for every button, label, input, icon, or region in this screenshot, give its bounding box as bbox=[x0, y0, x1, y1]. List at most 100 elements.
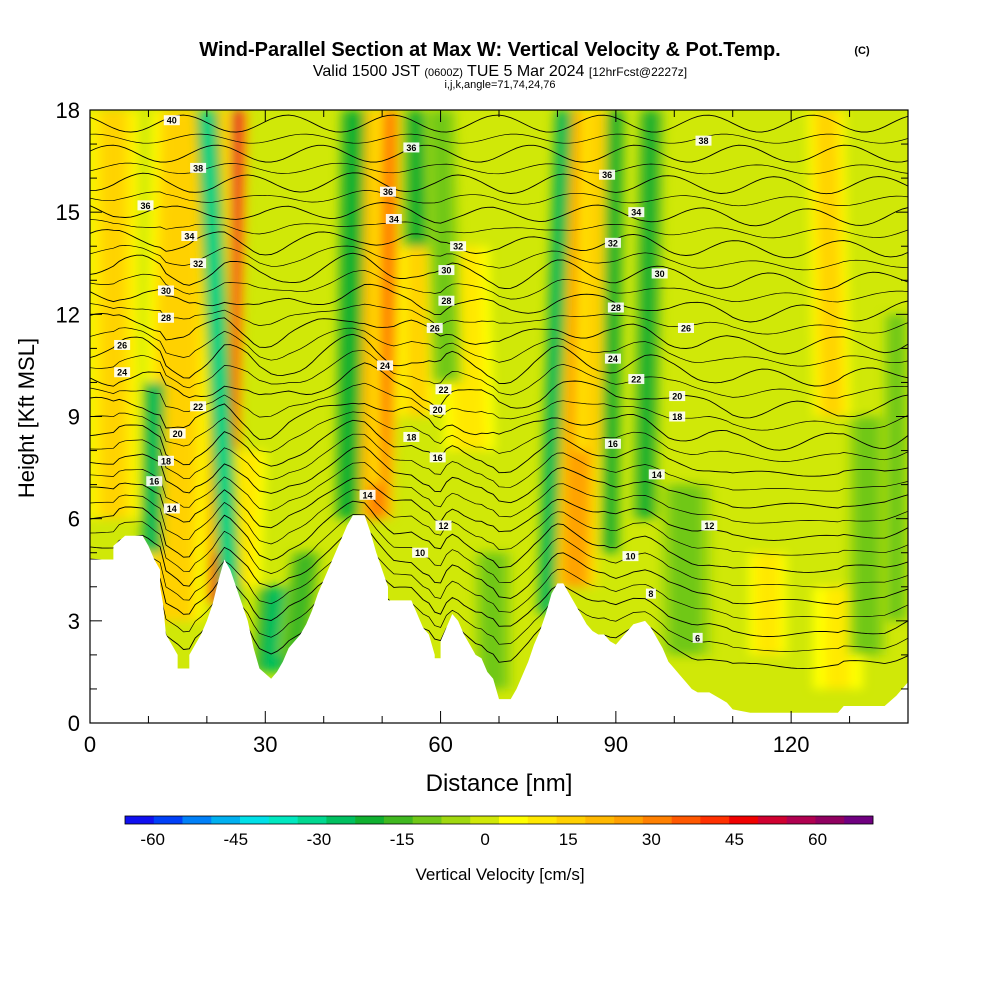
svg-text:14: 14 bbox=[363, 490, 373, 500]
theta-label: 32 bbox=[450, 241, 466, 252]
theta-label: 24 bbox=[605, 354, 621, 365]
svg-text:34: 34 bbox=[389, 214, 399, 224]
svg-text:28: 28 bbox=[161, 313, 171, 323]
theta-label: 14 bbox=[164, 503, 180, 514]
colorbar-swatch bbox=[413, 816, 442, 824]
svg-text:20: 20 bbox=[433, 405, 443, 415]
svg-text:24: 24 bbox=[117, 368, 127, 378]
colorbar-tick-label: 15 bbox=[559, 830, 578, 849]
theta-label: 10 bbox=[622, 551, 638, 562]
y-tick-label: 15 bbox=[56, 200, 80, 225]
colorbar-label: Vertical Velocity [cm/s] bbox=[415, 865, 584, 884]
svg-text:20: 20 bbox=[173, 429, 183, 439]
colorbar-tick-label: 0 bbox=[480, 830, 489, 849]
theta-label: 38 bbox=[190, 163, 206, 174]
theta-label: 34 bbox=[181, 231, 197, 242]
svg-text:26: 26 bbox=[117, 340, 127, 350]
chart-title-mark: (C) bbox=[854, 45, 870, 57]
colorbar-tick-label: -45 bbox=[224, 830, 249, 849]
svg-text:28: 28 bbox=[441, 296, 451, 306]
x-tick-label: 30 bbox=[253, 732, 277, 757]
svg-text:16: 16 bbox=[608, 439, 618, 449]
y-axis-label: Height [Kft MSL] bbox=[14, 338, 39, 498]
colorbar-swatch bbox=[643, 816, 672, 824]
svg-text:6: 6 bbox=[695, 633, 700, 643]
svg-text:36: 36 bbox=[602, 170, 612, 180]
svg-text:30: 30 bbox=[441, 266, 451, 276]
svg-text:22: 22 bbox=[631, 375, 641, 385]
theta-label: 30 bbox=[158, 285, 174, 296]
y-tick-label: 3 bbox=[68, 609, 80, 634]
theta-label: 26 bbox=[678, 323, 694, 334]
svg-text:26: 26 bbox=[681, 323, 691, 333]
svg-text:36: 36 bbox=[406, 143, 416, 153]
colorbar-tick-label: -15 bbox=[390, 830, 415, 849]
downdraft-band-12 bbox=[858, 417, 876, 655]
colorbar-swatch bbox=[355, 816, 384, 824]
colorbar-swatch bbox=[787, 816, 816, 824]
theta-label: 22 bbox=[628, 374, 644, 385]
colorbar-swatch bbox=[326, 816, 355, 824]
theta-label: 32 bbox=[605, 238, 621, 249]
theta-label: 20 bbox=[669, 391, 685, 402]
theta-label: 6 bbox=[693, 633, 703, 644]
svg-text:30: 30 bbox=[161, 286, 171, 296]
downdraft-band-13 bbox=[890, 314, 902, 620]
theta-label: 26 bbox=[427, 323, 443, 334]
chart-subtitle: Valid 1500 JST (0600Z) TUE 5 Mar 2024 [1… bbox=[313, 63, 687, 80]
svg-text:40: 40 bbox=[167, 116, 177, 126]
svg-text:12: 12 bbox=[438, 521, 448, 531]
theta-label: 14 bbox=[360, 490, 376, 501]
colorbar-tick-label: -60 bbox=[140, 830, 165, 849]
theta-label: 14 bbox=[649, 469, 665, 480]
svg-text:18: 18 bbox=[406, 432, 416, 442]
svg-text:18: 18 bbox=[672, 412, 682, 422]
colorbar-tick-label: -30 bbox=[307, 830, 332, 849]
theta-label: 16 bbox=[605, 439, 621, 450]
x-tick-label: 0 bbox=[84, 732, 96, 757]
svg-text:16: 16 bbox=[433, 453, 443, 463]
theta-label: 26 bbox=[114, 340, 130, 351]
y-tick-label: 18 bbox=[56, 98, 80, 123]
theta-label: 32 bbox=[190, 258, 206, 269]
x-axis-label: Distance [nm] bbox=[426, 770, 573, 797]
theta-label: 28 bbox=[608, 303, 624, 314]
svg-text:22: 22 bbox=[193, 402, 203, 412]
colorbar-swatch bbox=[298, 816, 327, 824]
colorbar-swatch bbox=[183, 816, 212, 824]
theta-label: 20 bbox=[170, 429, 186, 440]
colorbar-swatch bbox=[585, 816, 614, 824]
theta-label: 30 bbox=[652, 268, 668, 279]
theta-label: 36 bbox=[138, 200, 154, 211]
colorbar-swatch bbox=[758, 816, 787, 824]
colorbar-swatch bbox=[700, 816, 729, 824]
svg-text:14: 14 bbox=[167, 504, 177, 514]
x-tick-label: 60 bbox=[428, 732, 452, 757]
colorbar-swatch bbox=[269, 816, 298, 824]
svg-text:24: 24 bbox=[380, 361, 390, 371]
y-tick-label: 12 bbox=[56, 302, 80, 327]
theta-label: 18 bbox=[669, 412, 685, 423]
svg-text:32: 32 bbox=[193, 259, 203, 269]
svg-text:22: 22 bbox=[438, 385, 448, 395]
theta-label: 22 bbox=[190, 401, 206, 412]
theta-label: 22 bbox=[435, 384, 451, 395]
theta-label: 18 bbox=[403, 432, 419, 443]
downdraft-band-10 bbox=[484, 553, 502, 689]
theta-label: 12 bbox=[435, 520, 451, 531]
theta-label: 28 bbox=[438, 296, 454, 307]
chart-subtitle-indices: i,j,k,angle=71,74,24,76 bbox=[444, 79, 555, 91]
svg-text:24: 24 bbox=[608, 354, 618, 364]
svg-text:34: 34 bbox=[631, 208, 641, 218]
theta-label: 20 bbox=[430, 405, 446, 416]
svg-text:12: 12 bbox=[704, 521, 714, 531]
colorbar-swatch bbox=[844, 816, 873, 824]
theta-label: 30 bbox=[438, 265, 454, 276]
colorbar-swatch bbox=[384, 816, 413, 824]
svg-text:32: 32 bbox=[453, 242, 463, 252]
theta-label: 28 bbox=[158, 313, 174, 324]
svg-text:38: 38 bbox=[698, 136, 708, 146]
theta-label: 8 bbox=[646, 589, 656, 600]
colorbar-swatch bbox=[614, 816, 643, 824]
colorbar-swatch bbox=[441, 816, 470, 824]
